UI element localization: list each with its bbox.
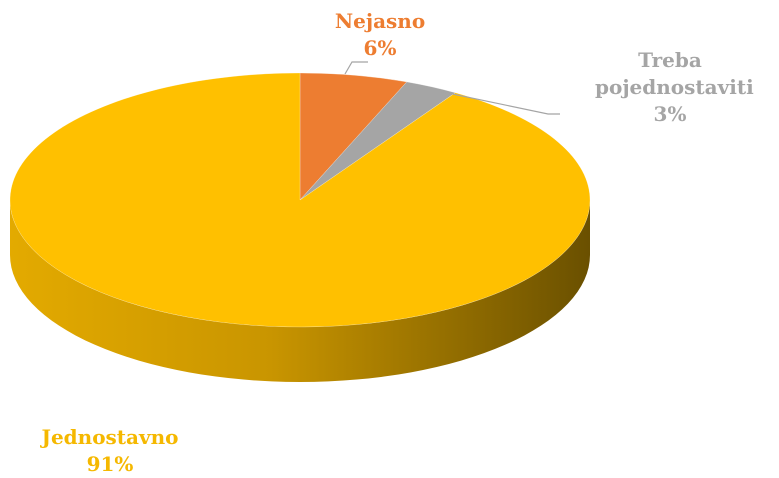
leader-line <box>423 87 560 115</box>
category-label: Jednostavno <box>41 425 179 449</box>
value-label: 6% <box>363 36 397 60</box>
data-label: Jednostavno 91% <box>15 424 205 478</box>
category-label: Nejasno <box>334 9 426 33</box>
slice-side <box>10 200 590 382</box>
slice <box>9 72 591 328</box>
data-label: Treba pojednostaviti 3% <box>575 47 765 128</box>
value-label: 91% <box>86 452 134 476</box>
data-label: Nejasno 6% <box>315 8 445 62</box>
value-label: 3% <box>653 102 687 126</box>
leader-line <box>344 61 368 75</box>
category-label: Treba pojednostaviti <box>595 48 754 99</box>
